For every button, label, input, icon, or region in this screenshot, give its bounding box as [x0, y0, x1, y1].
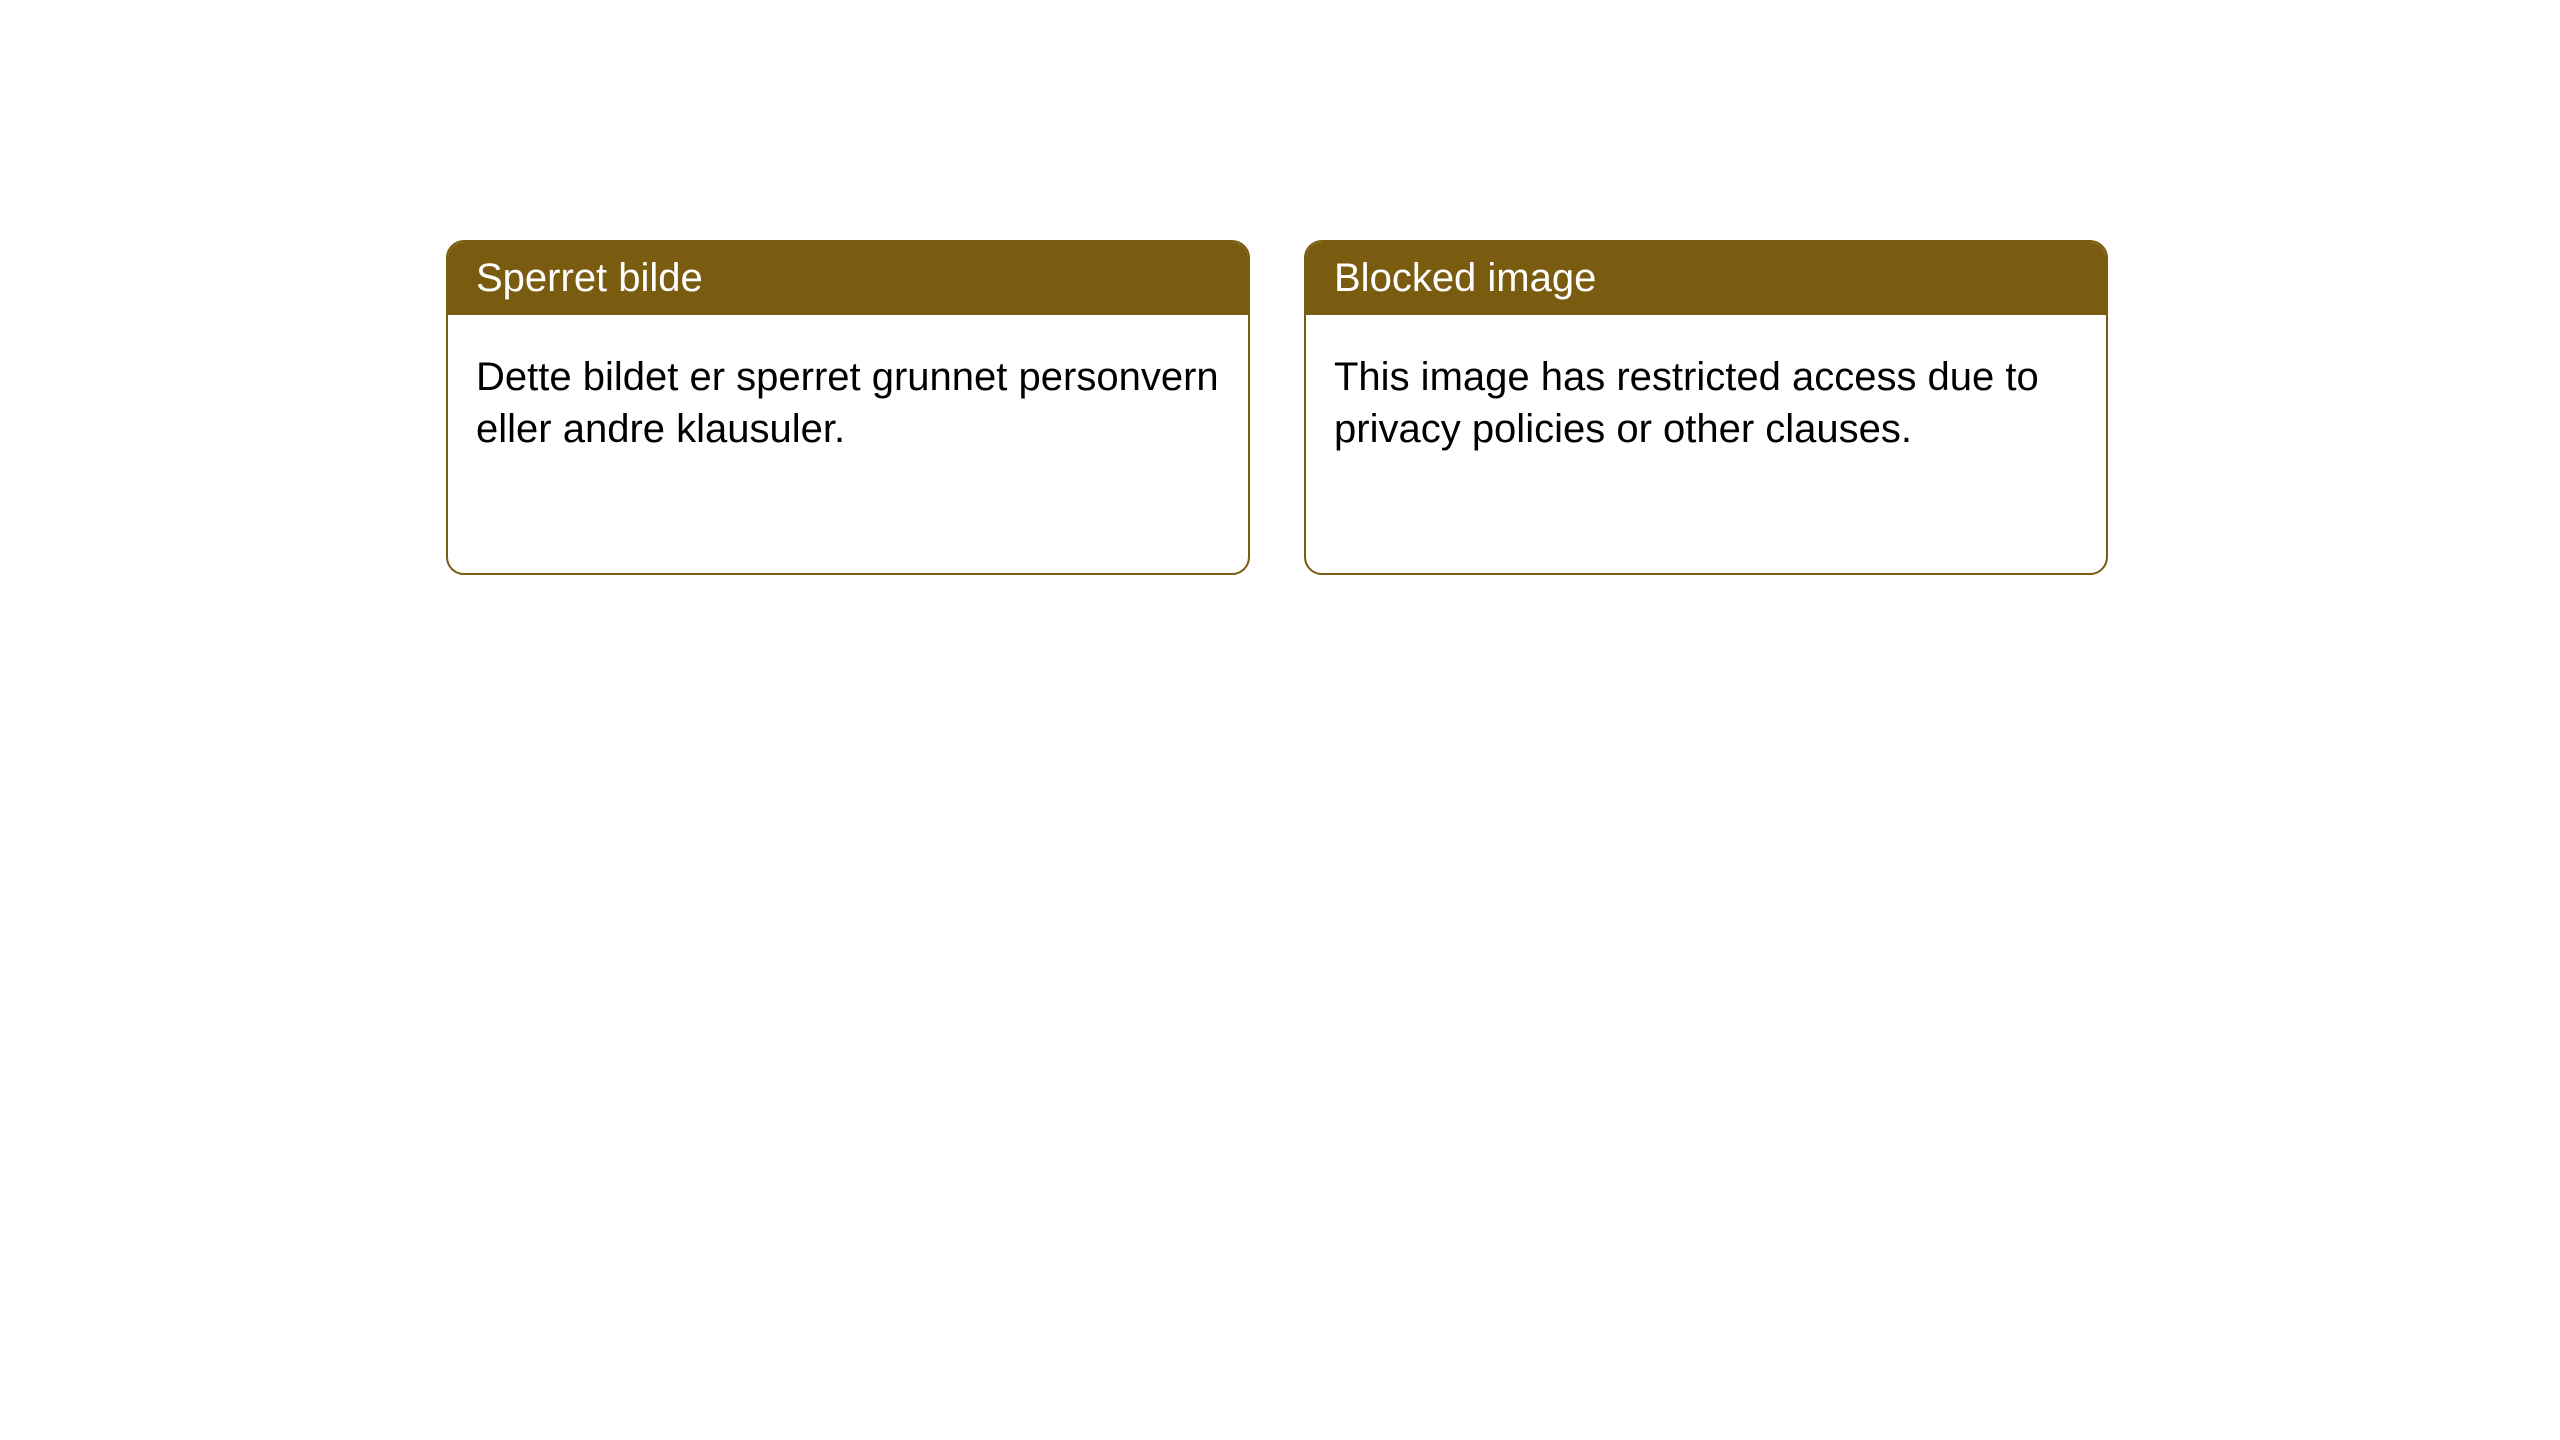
- notice-card-text: This image has restricted access due to …: [1334, 355, 2039, 451]
- notice-card-norwegian: Sperret bilde Dette bildet er sperret gr…: [446, 240, 1250, 575]
- notice-card-header: Sperret bilde: [448, 242, 1248, 315]
- notice-card-body: Dette bildet er sperret grunnet personve…: [448, 315, 1248, 491]
- notice-card-text: Dette bildet er sperret grunnet personve…: [476, 355, 1219, 451]
- notice-card-title: Blocked image: [1334, 256, 1596, 300]
- notice-card-title: Sperret bilde: [476, 256, 703, 300]
- notice-container: Sperret bilde Dette bildet er sperret gr…: [0, 0, 2560, 575]
- notice-card-english: Blocked image This image has restricted …: [1304, 240, 2108, 575]
- notice-card-body: This image has restricted access due to …: [1306, 315, 2106, 491]
- notice-card-header: Blocked image: [1306, 242, 2106, 315]
